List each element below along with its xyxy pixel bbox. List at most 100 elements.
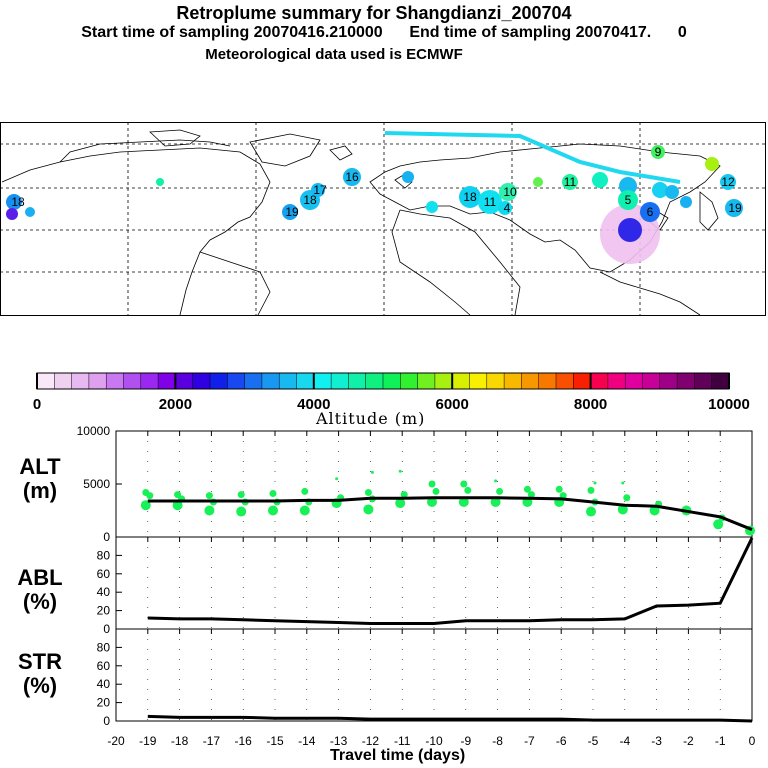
- colorbar-tick-label: 8000: [574, 396, 607, 412]
- plume-label: 16: [345, 170, 359, 184]
- alt-point: [494, 479, 498, 483]
- chart-title: Retroplume summary for Shangdianzi_20070…: [176, 3, 572, 23]
- panel-frame-str: [115, 628, 753, 722]
- y-tick-label: 40: [97, 677, 111, 691]
- x-tick-label: -1: [715, 734, 726, 748]
- abl-panel-label: ABL (%): [17, 565, 63, 614]
- str-line: [147, 714, 753, 723]
- x-tick-label: -20: [107, 734, 125, 748]
- plume-label: 5: [625, 193, 632, 207]
- x-tick-label: -12: [362, 734, 380, 748]
- plume-marker: [156, 178, 164, 186]
- plume-marker: [725, 199, 743, 217]
- plume-marker: [426, 201, 438, 213]
- colorbar-tick-label: 2000: [159, 396, 192, 412]
- plume-marker: [618, 190, 638, 210]
- alt-point: [649, 505, 660, 516]
- colorbar-title: Altitude (m): [316, 409, 426, 428]
- alt-point: [523, 485, 531, 493]
- plume-label: 12: [721, 175, 735, 189]
- alt-point: [204, 505, 215, 516]
- plume-marker: [478, 190, 502, 214]
- alt-point: [617, 504, 628, 515]
- alt-point: [621, 481, 625, 485]
- y-tick-label: 10000: [77, 424, 111, 438]
- alt-point: [555, 485, 563, 493]
- plume-marker: [498, 201, 512, 215]
- colorbar-tick-label: 10000: [708, 396, 750, 412]
- altitude-colorbar: 0 2000 4000 6000 8000 10000: [33, 372, 750, 412]
- plume-label: 19: [728, 201, 742, 215]
- x-tick-label: -10: [425, 734, 443, 748]
- x-tick-label: -5: [588, 734, 599, 748]
- x-tick-label: -7: [524, 734, 535, 748]
- y-tick-label: 0: [103, 714, 110, 728]
- y-tick-label: 40: [97, 585, 111, 599]
- plume-marker: [282, 204, 298, 220]
- plume-marker: [402, 171, 414, 183]
- y-tick-label: 0: [103, 622, 110, 636]
- x-tick-label: -2: [683, 734, 694, 748]
- plume-marker: [705, 157, 719, 171]
- panel-frame-abl: [115, 536, 753, 630]
- alt-point: [142, 488, 150, 496]
- plume-marker: [499, 183, 517, 201]
- alt-mean-line: [147, 496, 753, 531]
- alt-point: [299, 505, 310, 516]
- plume-label: 19: [285, 205, 299, 219]
- plume-marker: [6, 208, 18, 220]
- alt-point: [460, 480, 468, 488]
- plume-marker: [651, 145, 665, 159]
- plume-marker: [459, 186, 481, 208]
- x-tick-label: -17: [203, 734, 221, 748]
- alt-point: [236, 506, 247, 517]
- plume-label: 9: [655, 145, 662, 159]
- alt-point: [427, 497, 437, 508]
- alt-point: [269, 490, 277, 498]
- plume-marker: [592, 172, 608, 188]
- colorbar-tick-label: 4000: [297, 396, 330, 412]
- alt-point: [593, 481, 597, 485]
- plume-marker: [619, 177, 637, 195]
- plume-marker: [533, 177, 543, 187]
- plume-marker: [343, 168, 361, 186]
- alt-point: [713, 519, 724, 530]
- alt-point: [527, 491, 535, 499]
- x-tick-label: -4: [619, 734, 630, 748]
- alt-point: [237, 491, 245, 499]
- y-tick-label: 80: [97, 640, 111, 654]
- sampling-times: Start time of sampling 20070416.210000 E…: [81, 24, 687, 41]
- plume-marker: [311, 183, 325, 197]
- alt-point: [398, 469, 402, 473]
- plume-marker: [665, 185, 679, 199]
- plume-marker: [652, 182, 668, 198]
- plume-marker: [25, 207, 35, 217]
- plume-label: 18: [463, 190, 477, 204]
- alt-point: [464, 486, 472, 494]
- alt-point: [586, 506, 596, 517]
- x-tick-label: 0: [749, 734, 756, 748]
- alt-point: [623, 494, 631, 502]
- y-tick-label: 20: [97, 696, 111, 710]
- alt-point: [428, 480, 436, 488]
- abl-line: [147, 537, 754, 625]
- alt-point: [395, 498, 406, 509]
- alt-point: [370, 470, 374, 474]
- world-map: 18 19 18 17 16 18 11 10 4 11 5 6 9 12 19: [0, 122, 766, 316]
- alt-point: [490, 497, 501, 508]
- alt-point: [363, 504, 374, 515]
- plume-label: 10: [503, 185, 517, 199]
- alt-point: [496, 487, 504, 495]
- plume-label: 11: [484, 195, 497, 209]
- met-data-line: Meteorological data used is ECMWF: [205, 46, 463, 63]
- x-tick-label: -6: [556, 734, 567, 748]
- alt-point: [268, 505, 278, 516]
- y-tick-label: 5000: [83, 477, 110, 491]
- plume-label: 17: [313, 183, 327, 197]
- alt-point: [140, 500, 151, 511]
- y-tick-label: 0: [103, 530, 110, 544]
- alt-point: [432, 487, 440, 495]
- plume-track: [384, 131, 681, 184]
- x-tick-label: -18: [171, 734, 189, 748]
